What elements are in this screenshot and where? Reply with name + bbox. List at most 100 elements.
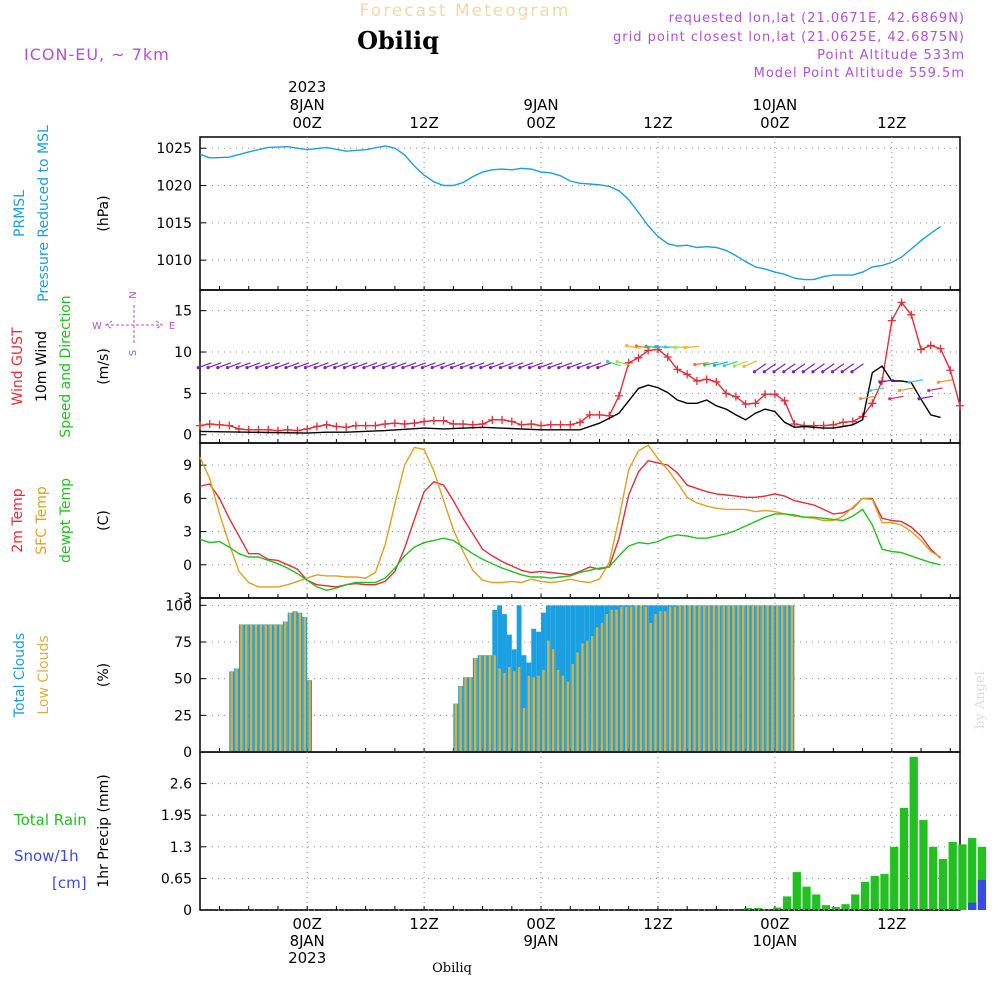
wind-arrow — [237, 362, 251, 369]
wind-gust-marker — [614, 391, 623, 400]
wind-arrow-head — [459, 366, 463, 370]
wind-gust-marker — [751, 399, 760, 408]
wind-arrow-head — [518, 366, 522, 370]
wind-arrow — [431, 362, 446, 369]
wind-arrow-head — [907, 380, 911, 384]
top-time-label: 8JAN — [290, 96, 325, 114]
clouds-bar — [707, 605, 711, 752]
wind-arrow-head — [782, 370, 786, 374]
clouds-bar — [766, 605, 769, 752]
wind-gust-marker — [459, 419, 468, 428]
wind-gust-marker — [595, 410, 604, 419]
clouds-bar — [284, 621, 287, 752]
precip-ytick-label: 2.6 — [170, 777, 192, 793]
wind-arrow-head — [372, 366, 376, 370]
wind-arrow — [802, 363, 816, 373]
precip-ytick-label: 1.3 — [170, 840, 192, 856]
wind-arrow-head — [811, 370, 815, 374]
clouds-bar — [678, 605, 682, 752]
wind-arrow-head — [537, 366, 541, 370]
wind-gust-marker — [663, 352, 672, 361]
wind-arrow-head — [401, 366, 405, 370]
wind-arrow — [889, 395, 904, 400]
model-point-altitude: Model Point Altitude 559.5m — [754, 66, 965, 81]
bottom-time-label: 12Z — [409, 915, 438, 933]
wind-arrow-head — [683, 346, 687, 350]
wind-gust-marker — [839, 418, 848, 427]
wind-arrow — [353, 362, 368, 369]
top-time-label: 00Z — [526, 114, 555, 132]
pressure-panel: 1010 1015 1020 1025 (hPa) PRMSL Pressure Reduc… — [12, 125, 961, 302]
wind-gust-marker — [332, 422, 341, 431]
pressure-ytick-label: 1010 — [156, 253, 192, 269]
wind-arrow — [793, 363, 806, 373]
clouds-bar — [688, 605, 691, 752]
wind-arrow-head — [547, 366, 551, 370]
clouds-bar — [235, 668, 238, 752]
wind-arrow — [198, 362, 212, 369]
wind-gust-marker — [488, 415, 497, 424]
clouds-bar — [565, 605, 571, 752]
wind-arrow — [597, 362, 612, 369]
precip-bar — [977, 879, 987, 910]
wind-arrow — [276, 362, 290, 369]
wind-arrow-head — [772, 370, 776, 374]
wind-arrow-head — [722, 364, 726, 368]
bottom-time-label: 00Z — [760, 915, 789, 933]
wind-arrow — [568, 362, 582, 369]
clouds-bar — [240, 624, 243, 752]
top-time-label: 10JAN — [753, 96, 798, 114]
clouds-bar — [741, 605, 745, 752]
wind-arrow — [334, 362, 349, 369]
wind-arrow-head — [801, 370, 805, 374]
wind-arrow — [616, 361, 631, 367]
wind-arrow-head — [634, 344, 639, 348]
wind-arrow-head — [888, 397, 892, 401]
clouds-bar — [517, 666, 521, 752]
clouds-bar — [595, 627, 599, 752]
precip-bar — [870, 875, 879, 910]
wind-gust-marker — [371, 421, 380, 430]
compass-e: E — [169, 321, 175, 332]
clouds-bar — [230, 671, 233, 752]
temperature-frame — [199, 442, 961, 599]
clouds-bar — [308, 680, 311, 752]
wind-legend-label: Speed and Direction — [58, 295, 74, 437]
wind-gust-marker — [342, 423, 351, 432]
wind-arrow — [860, 395, 875, 400]
clouds-bar — [629, 606, 633, 752]
wind-gust-marker — [809, 421, 818, 430]
clouds-bar — [620, 606, 623, 752]
wind-arrow — [763, 363, 777, 373]
compass-w: W — [92, 321, 102, 332]
clouds-bar — [566, 681, 570, 752]
clouds-bar — [586, 640, 589, 752]
wind-arrow-head — [742, 364, 746, 368]
clouds-bar — [722, 605, 725, 752]
wind-arrow — [675, 346, 690, 348]
wind-ytick-label: 5 — [183, 386, 192, 402]
wind-arrow-head — [245, 366, 249, 370]
clouds-bar — [654, 614, 657, 752]
pressure-ytick-label: 1025 — [156, 141, 192, 157]
clouds-bar — [556, 669, 560, 752]
wind-arrow — [295, 362, 310, 369]
wind-arrow-head — [440, 366, 444, 370]
wind-arrow-head — [566, 366, 571, 370]
clouds-legend-label: Total Clouds — [12, 633, 28, 718]
wind-arrow-head — [216, 366, 220, 370]
wind-gust-marker — [956, 401, 964, 410]
wind-arrow — [646, 345, 661, 349]
wind-arrow — [266, 362, 280, 369]
wind-arrow — [256, 362, 271, 369]
precip-bar — [938, 858, 948, 910]
clouds-bar — [605, 614, 609, 752]
wind-gust-marker — [312, 422, 321, 431]
clouds-bar — [522, 708, 526, 752]
wind-arrow-head — [294, 366, 298, 370]
wind-arrow-head — [362, 366, 366, 370]
wind-arrow — [461, 362, 475, 369]
wind-gust-marker — [692, 376, 701, 385]
wind-arrow-head — [411, 366, 415, 370]
temperature-series-line — [199, 508, 941, 592]
